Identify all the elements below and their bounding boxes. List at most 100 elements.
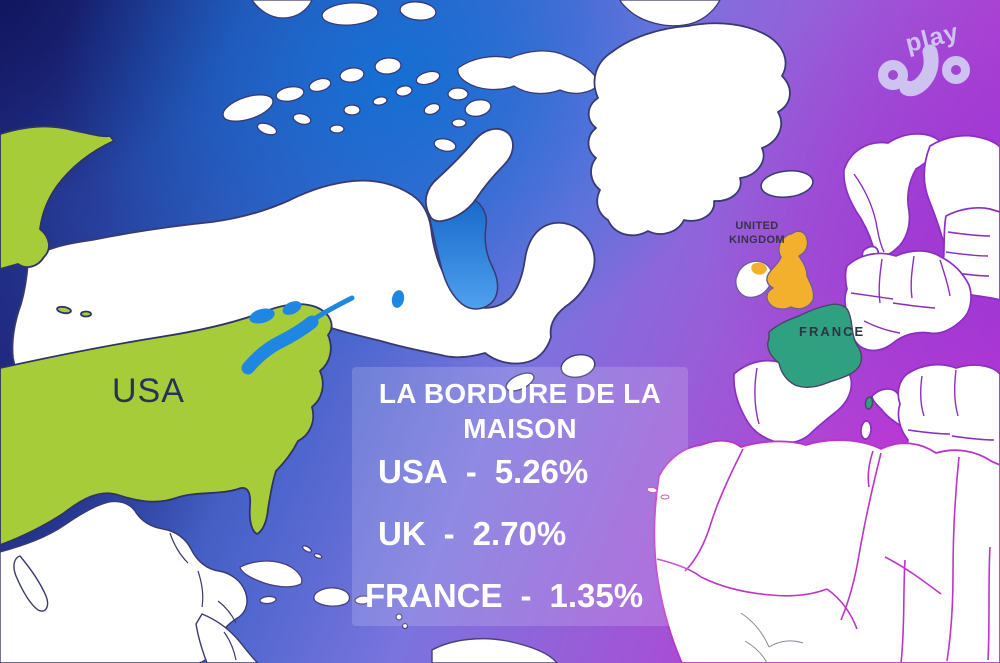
northern-ireland: [751, 262, 767, 275]
region-france-group: [767, 303, 874, 410]
scandinavia: [843, 133, 942, 256]
rate-row-uk: UK -2.70%: [378, 515, 566, 553]
nova-scotia: [505, 372, 535, 392]
puerto-rico: [354, 595, 372, 605]
hudson-bay: [428, 193, 499, 310]
africa-mainland: [653, 439, 1000, 663]
border-line: [892, 302, 936, 309]
logo-o-left: [878, 60, 908, 90]
border-line: [867, 450, 874, 488]
caribbean-islands: [239, 545, 409, 630]
island: [374, 57, 402, 75]
island: [308, 77, 332, 93]
island: [447, 87, 469, 101]
rate-dash: -: [520, 577, 532, 614]
sardinia: [860, 420, 872, 440]
border-line: [884, 556, 942, 595]
border-line: [826, 588, 858, 630]
border-line: [853, 173, 885, 253]
cuba: [239, 560, 303, 588]
antilles: [395, 613, 403, 621]
playojo-logo: play: [878, 18, 970, 97]
st-lawrence-river: [313, 295, 355, 321]
lake: [249, 308, 275, 324]
island: [372, 96, 388, 106]
island: [339, 67, 365, 83]
island: [222, 94, 274, 122]
region-uk-ireland: [735, 230, 815, 310]
borders: [169, 532, 237, 661]
uk-map-label: UNITED KINGDOM: [714, 220, 800, 247]
region-uk: [766, 230, 815, 310]
stats-panel: LA BORDURE DE LA MAISON USA -5.26% UK -2.7…: [352, 367, 688, 626]
island: [292, 112, 312, 126]
aleutian-island: [80, 310, 92, 318]
uk-map-label-line2: KINGDOM: [729, 233, 785, 246]
island: [343, 104, 361, 116]
island: [256, 122, 278, 136]
corsica: [864, 396, 874, 410]
region-south-america: [431, 637, 558, 663]
island: [321, 2, 379, 26]
region-mexico: [0, 500, 248, 663]
region-latin-america: [0, 500, 558, 663]
bahamas: [301, 545, 313, 553]
france-map-label: FRANCE: [799, 324, 866, 339]
logo-o-right: [942, 56, 970, 84]
island: [619, 0, 721, 27]
borders: [850, 255, 951, 334]
island: [329, 124, 345, 134]
region-usa-group: [0, 125, 405, 546]
baja-peninsula: [13, 555, 49, 612]
region-greenland: [587, 22, 791, 237]
rate-dash: -: [443, 515, 455, 552]
region-france: [767, 303, 863, 388]
jamaica: [259, 595, 277, 605]
border-line: [840, 452, 882, 621]
border-line: [947, 231, 991, 237]
uk-map-label-line1: UNITED: [735, 220, 779, 232]
newfoundland: [560, 353, 596, 379]
border-line: [223, 631, 237, 661]
border-line: [910, 255, 915, 299]
region-central-america: [195, 613, 259, 663]
border-line: [946, 456, 960, 662]
border-line: [684, 448, 744, 572]
aleutian-island: [56, 305, 72, 315]
region-africa: [646, 439, 1000, 663]
bahamas: [313, 553, 323, 559]
border-line: [907, 429, 951, 435]
border-line: [656, 558, 702, 578]
island: [415, 70, 441, 86]
canary-island: [646, 486, 658, 494]
region-north-america: [11, 0, 814, 392]
border-line: [900, 559, 906, 663]
baffin-island: [424, 127, 514, 223]
border-line: [754, 367, 760, 425]
rate-dash: -: [465, 453, 477, 490]
border-line: [878, 258, 883, 304]
arctic-islands: [222, 0, 721, 152]
border-line: [740, 612, 770, 648]
island: [433, 138, 457, 152]
rate-value: 1.35%: [549, 577, 644, 614]
panel-title-line1: LA BORDURE DE LA: [378, 378, 662, 409]
region-iceland: [760, 170, 814, 198]
lake: [282, 301, 302, 315]
border-line: [850, 292, 894, 300]
island: [251, 0, 313, 19]
border-line: [169, 532, 189, 564]
antilles: [401, 622, 409, 630]
rate-row-usa: USA -5.26%: [378, 453, 588, 491]
ellesmere-arm: [457, 50, 601, 95]
rate-label: USA: [378, 453, 448, 490]
borders: [656, 448, 991, 663]
border-line: [945, 251, 989, 257]
island: [275, 86, 305, 102]
usa-map-label: USA: [112, 372, 185, 410]
border-line: [951, 435, 995, 441]
panel-title-line2: MAISON: [463, 413, 577, 444]
border-line: [197, 570, 204, 608]
